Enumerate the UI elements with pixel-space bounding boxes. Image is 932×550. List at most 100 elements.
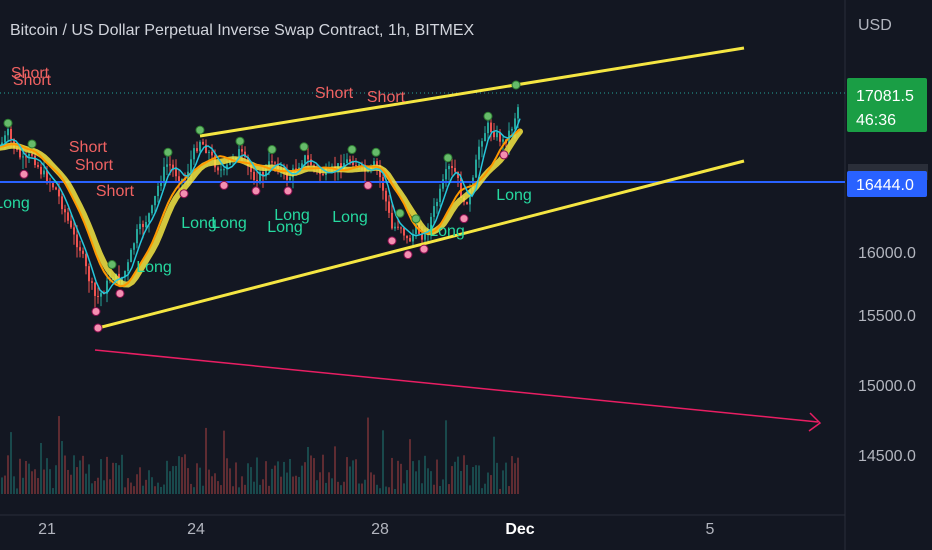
volume-bar — [331, 478, 333, 494]
candle — [391, 204, 393, 230]
volume-bar — [100, 459, 102, 494]
candle — [73, 219, 75, 245]
signal-short: Short — [13, 72, 52, 89]
candle — [166, 155, 168, 175]
volume-bar — [127, 478, 129, 494]
volume-bar — [478, 465, 480, 494]
volume-bar — [169, 471, 171, 494]
channel-upper-line[interactable] — [199, 46, 745, 138]
volume-bar — [424, 455, 426, 494]
low-dot — [219, 180, 229, 190]
candle — [487, 119, 489, 140]
volume-bar — [382, 430, 384, 494]
current-price-tag[interactable] — [847, 78, 927, 132]
candle — [139, 216, 141, 235]
candle — [202, 138, 204, 145]
volume-bar — [292, 476, 294, 494]
support-price-value: 16444.0 — [856, 177, 914, 194]
candle — [40, 163, 42, 179]
candle — [436, 198, 438, 214]
volume-bar — [139, 467, 141, 494]
candle — [466, 201, 468, 205]
volume-bar — [79, 460, 81, 494]
volume-bar — [1, 477, 3, 494]
candle — [271, 154, 273, 166]
channel-lower-line[interactable] — [97, 159, 745, 330]
signal-short: Short — [11, 65, 50, 82]
volume-bar — [511, 456, 513, 494]
candle — [400, 226, 402, 234]
volume-bar — [10, 432, 12, 494]
y-tick-15500: 15500.0 — [858, 308, 916, 325]
volume-bar — [346, 457, 348, 494]
volume-bar — [388, 487, 390, 494]
candle — [175, 159, 177, 183]
signal-short: Short — [75, 157, 114, 174]
candle — [223, 167, 225, 176]
volume-bar — [193, 487, 195, 494]
candle — [136, 224, 138, 249]
candle — [37, 161, 39, 169]
volume-bar — [46, 458, 48, 494]
low-dot — [403, 250, 413, 260]
support-price-tag[interactable] — [847, 171, 927, 197]
volume-bar — [163, 484, 165, 494]
signal-short: Short — [367, 89, 406, 106]
candle — [481, 138, 483, 158]
volume-bar — [55, 465, 57, 494]
candle — [448, 163, 450, 181]
signal-short: Short — [96, 183, 135, 200]
volume-bar — [49, 469, 51, 494]
volume-bar — [187, 468, 189, 494]
projection-arrow-line[interactable] — [94, 349, 819, 423]
candle — [145, 215, 147, 231]
candle — [394, 222, 396, 232]
volume-bar — [25, 460, 27, 494]
candle — [49, 177, 51, 192]
volume-bar — [460, 470, 462, 494]
volume-bar — [487, 472, 489, 494]
volume-bar — [148, 470, 150, 494]
volume-bar — [178, 456, 180, 494]
volume-bar — [400, 463, 402, 494]
high-dot — [235, 136, 245, 146]
x-tick-28: 28 — [371, 521, 389, 538]
volume-bar — [391, 457, 393, 494]
signal-long: Long — [274, 207, 310, 224]
volume-bar — [427, 468, 429, 494]
volume-bar — [307, 446, 309, 494]
volume-bar — [226, 458, 228, 494]
volume-bar — [76, 467, 78, 494]
candles — [1, 104, 519, 308]
volume-bar — [106, 456, 108, 494]
volume-bar — [67, 469, 69, 494]
candle — [64, 204, 66, 223]
volume-bar — [88, 464, 90, 494]
volume-bar — [244, 484, 246, 494]
volume-bars — [1, 416, 519, 494]
candle — [61, 193, 63, 215]
candle — [43, 161, 45, 178]
signal-long: Long — [136, 259, 172, 276]
x-tick-dec: Dec — [505, 521, 534, 538]
volume-bar — [22, 477, 24, 494]
volume-bar — [442, 479, 444, 494]
volume-bar — [289, 458, 291, 494]
volume-bar — [466, 464, 468, 494]
volume-bar — [130, 482, 132, 494]
volume-bar — [211, 476, 213, 494]
volume-bar — [103, 480, 105, 494]
volume-bar — [277, 461, 279, 494]
volume-bar — [328, 472, 330, 494]
volume-bar — [16, 488, 18, 494]
volume-bar — [451, 466, 453, 494]
candle — [478, 139, 480, 168]
high-dot — [267, 145, 277, 155]
volume-bar — [7, 455, 9, 494]
signal-long: Long — [496, 187, 532, 204]
volume-bar — [19, 458, 21, 494]
candle — [406, 235, 408, 244]
volume-bar — [472, 466, 474, 494]
volume-bar — [274, 465, 276, 494]
